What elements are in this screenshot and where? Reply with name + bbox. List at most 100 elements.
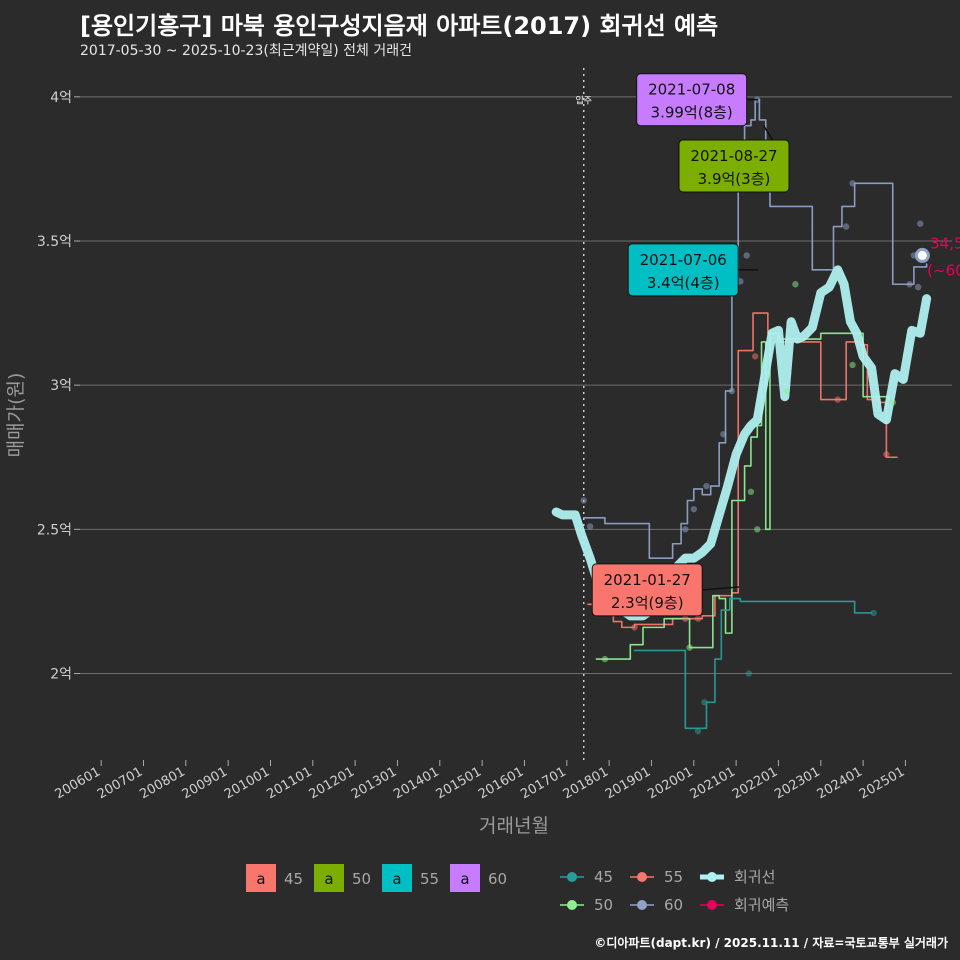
forecast-value: 34,500 (930, 234, 960, 252)
x-tick-label: 201201 (307, 764, 357, 802)
x-tick-label: 200701 (95, 764, 145, 802)
x-tick-label: 201501 (434, 764, 484, 802)
data-point-45 (682, 615, 689, 622)
data-point-60 (914, 283, 922, 291)
x-tick-label: 202201 (730, 764, 780, 802)
data-point-50 (686, 644, 693, 651)
annotation-price: 3.99억(8층) (651, 104, 733, 122)
legend-area-glyph: a (392, 870, 401, 888)
data-point-55 (701, 699, 708, 706)
y-tick-label: 2억 (50, 667, 72, 683)
annotation-date: 2021-07-08 (648, 81, 735, 99)
data-point-60 (743, 252, 750, 259)
series-lines (551, 98, 932, 730)
data-point-50 (792, 281, 799, 288)
legend-lines: 45 55 회귀선 50 60 회귀예측 (560, 868, 789, 914)
x-tick-label: 201801 (561, 764, 611, 802)
x-tick-label: 200901 (180, 764, 230, 802)
data-point-50 (601, 655, 609, 663)
annotation-date: 2021-01-27 (604, 571, 691, 589)
annotation-date: 2021-08-27 (690, 147, 777, 165)
annotation-box (678, 139, 790, 193)
data-point-60 (842, 223, 850, 230)
legend-area-glyph: a (256, 870, 265, 888)
legend-line-label: 50 (594, 896, 613, 914)
y-tick-label: 3.5억 (37, 234, 72, 250)
data-point-55 (694, 727, 702, 735)
forecast-area: (~60㎡) (927, 261, 960, 279)
annotation-date: 2021-07-06 (640, 251, 727, 269)
legend-area-key-60 (450, 864, 480, 892)
y-tick-label: 2.5억 (37, 522, 72, 538)
data-point-60 (849, 180, 856, 187)
chart-subtitle: 2017-05-30 ~ 2025-10-23(최근계약일) 전체 거래건 (80, 43, 412, 59)
legend-area-glyph: a (324, 870, 333, 888)
data-point-60 (720, 430, 727, 438)
x-tick-label: 201301 (349, 764, 399, 802)
legend-area-key-50 (314, 864, 344, 892)
x-tick-label: 201101 (264, 764, 314, 802)
data-point-60 (703, 482, 710, 490)
grid (80, 96, 952, 674)
x-tick-label: 202101 (688, 764, 738, 802)
legend-dot-45 (567, 872, 577, 882)
annotation-box (636, 73, 748, 127)
data-point-50 (747, 488, 755, 496)
y-tick-label: 4억 (50, 90, 72, 106)
x-tick-label: 201401 (391, 764, 441, 802)
legend-area-key-55 (382, 864, 412, 892)
legend-area-glyph: a (460, 870, 469, 888)
y-axis-title: 매매가(원) (5, 373, 27, 458)
data-point-60 (737, 278, 744, 285)
data-point-50 (754, 526, 761, 533)
legend-line-label: 45 (594, 868, 613, 886)
data-point-60 (586, 523, 594, 530)
x-tick-label: 202001 (645, 764, 695, 802)
legend-dot-회귀예측 (707, 900, 717, 910)
annotation-price: 3.9억(3층) (698, 170, 771, 188)
annotation-price: 2.3억(9층) (611, 594, 684, 612)
legend-area-label: 45 (284, 870, 303, 888)
data-point-45 (751, 353, 759, 360)
data-point-45 (834, 396, 841, 403)
annotation-box (591, 563, 703, 617)
annotation-price: 3.4억(4층) (647, 274, 720, 292)
x-tick-label: 200801 (137, 764, 187, 802)
annotation-box (627, 243, 739, 297)
legend-line-label: 회귀선 (734, 868, 775, 886)
legend-dot-55 (637, 872, 647, 882)
y-axis-ticks: 2억 2.5억 3억 3.5억 4억 (37, 90, 80, 683)
x-tick-label: 201601 (476, 764, 526, 802)
data-point-55 (870, 609, 877, 617)
legend-dot-50 (567, 900, 577, 910)
x-axis-ticks: 2006012007012008012009012010012011012012… (53, 760, 907, 802)
data-point-60 (728, 387, 736, 395)
x-axis-title: 거래년월 (479, 815, 549, 837)
annotation-leader (702, 586, 740, 591)
x-tick-label: 202501 (857, 764, 907, 802)
chart-title: [용인기흥구] 마북 용인구성지음재 아파트(2017) 회귀선 예측 (80, 12, 719, 40)
legend-area-label: 55 (420, 870, 439, 888)
data-point-60 (580, 497, 587, 504)
x-tick-label: 202301 (772, 764, 822, 802)
x-tick-label: 201901 (603, 764, 653, 802)
forecast-point (914, 247, 930, 263)
data-point-45 (883, 451, 890, 458)
move-in-line: 입주 (575, 68, 592, 760)
forecast-group: 34,500 (~60㎡) (914, 234, 960, 279)
legend-line-label: 회귀예측 (734, 896, 789, 914)
data-point-60 (917, 220, 924, 227)
move-in-label: 입주 (575, 95, 592, 107)
data-point-55 (745, 670, 753, 677)
data-point-60 (682, 526, 689, 533)
x-tick-label: 202401 (815, 764, 865, 802)
legend-area-key-45 (246, 864, 276, 892)
legend-area-label: 60 (488, 870, 507, 888)
x-tick-label: 201001 (222, 764, 272, 802)
x-tick-label: 201701 (518, 764, 568, 802)
legend-dot-회귀선 (707, 872, 717, 882)
legend-area-label: 50 (352, 870, 371, 888)
caption: ©디아파트(dapt.kr) / 2025.11.11 / 자료=국토교통부 실… (594, 936, 948, 950)
data-point-60 (690, 505, 697, 513)
